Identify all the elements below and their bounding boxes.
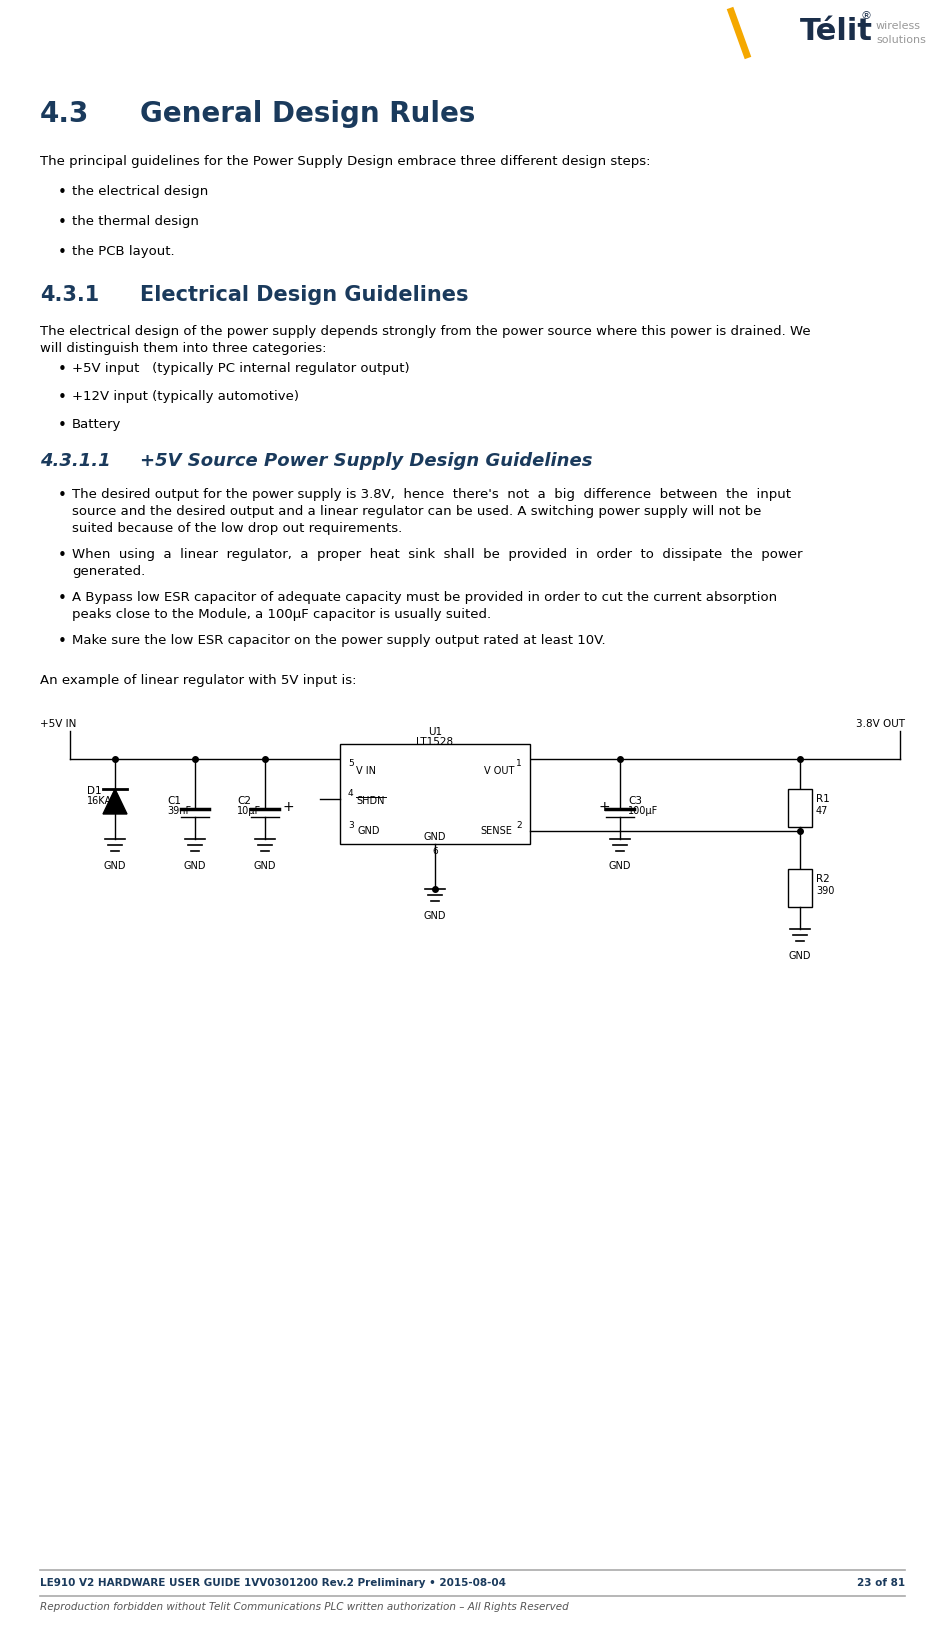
Text: GND: GND: [358, 825, 380, 835]
Text: 3.8V OUT: 3.8V OUT: [855, 719, 904, 729]
Text: 4.3.1.1: 4.3.1.1: [40, 451, 110, 469]
Text: •: •: [58, 185, 67, 200]
Text: 39nF: 39nF: [167, 806, 191, 816]
Text: R1: R1: [815, 794, 829, 804]
Text: wireless: wireless: [875, 21, 920, 31]
Text: 6: 6: [431, 847, 437, 855]
Text: V OUT: V OUT: [483, 766, 514, 776]
Bar: [787, 870, 811, 907]
Text: Make sure the low ESR capacitor on the power supply output rated at least 10V.: Make sure the low ESR capacitor on the p…: [72, 633, 605, 647]
Text: The desired output for the power supply is 3.8V,  hence  there's  not  a  big  d: The desired output for the power supply …: [72, 487, 790, 501]
Text: •: •: [58, 215, 67, 230]
Text: GND: GND: [423, 832, 446, 842]
Text: 4.3: 4.3: [40, 100, 90, 128]
Text: 47: 47: [815, 806, 828, 816]
Text: GND: GND: [183, 862, 206, 871]
Text: LE910 V2 HARDWARE USER GUIDE 1VV0301200 Rev.2 Preliminary • 2015-08-04: LE910 V2 HARDWARE USER GUIDE 1VV0301200 …: [40, 1579, 505, 1588]
Text: When  using  a  linear  regulator,  a  proper  heat  sink  shall  be  provided  : When using a linear regulator, a proper …: [72, 548, 801, 561]
Text: +5V input   (typically PC internal regulator output): +5V input (typically PC internal regulat…: [72, 363, 409, 376]
Text: the thermal design: the thermal design: [72, 215, 198, 228]
Text: U1: U1: [428, 727, 442, 737]
Text: •: •: [58, 487, 67, 504]
Text: Battery: Battery: [72, 418, 121, 432]
Polygon shape: [103, 789, 126, 814]
Text: •: •: [58, 391, 67, 405]
Text: +5V IN: +5V IN: [40, 719, 76, 729]
Text: GND: GND: [254, 862, 276, 871]
Text: GND: GND: [788, 952, 810, 962]
Text: suited because of the low drop out requirements.: suited because of the low drop out requi…: [72, 522, 402, 535]
Text: 3: 3: [347, 820, 353, 829]
Text: An example of linear regulator with 5V input is:: An example of linear regulator with 5V i…: [40, 674, 356, 688]
Text: solutions: solutions: [875, 34, 925, 44]
Text: •: •: [58, 245, 67, 259]
Text: •: •: [58, 633, 67, 648]
Text: The principal guidelines for the Power Supply Design embrace three different des: The principal guidelines for the Power S…: [40, 154, 649, 167]
Text: 2: 2: [515, 820, 521, 829]
Text: GND: GND: [104, 862, 126, 871]
Text: LT1528: LT1528: [416, 737, 453, 747]
Text: the electrical design: the electrical design: [72, 185, 208, 199]
Text: •: •: [58, 591, 67, 606]
Text: GND: GND: [608, 862, 631, 871]
Text: 1: 1: [515, 760, 521, 768]
Bar: [340, 743, 530, 843]
Text: •: •: [58, 418, 67, 433]
Text: 16KA: 16KA: [87, 796, 112, 806]
Text: 4: 4: [347, 789, 353, 799]
Text: 100μF: 100μF: [628, 806, 658, 816]
Text: Télit: Télit: [800, 18, 872, 46]
Text: C1: C1: [167, 796, 181, 806]
Text: +12V input (typically automotive): +12V input (typically automotive): [72, 391, 298, 404]
Text: Reproduction forbidden without Telit Communications PLC written authorization – : Reproduction forbidden without Telit Com…: [40, 1602, 568, 1611]
Text: will distinguish them into three categories:: will distinguish them into three categor…: [40, 341, 327, 354]
Text: 10μF: 10μF: [237, 806, 261, 816]
Text: D1: D1: [87, 786, 102, 796]
Text: peaks close to the Module, a 100μF capacitor is usually suited.: peaks close to the Module, a 100μF capac…: [72, 609, 491, 620]
Text: GND: GND: [423, 911, 446, 921]
Text: C3: C3: [628, 796, 641, 806]
Text: •: •: [58, 363, 67, 377]
Text: SENSE: SENSE: [480, 825, 512, 835]
Text: C2: C2: [237, 796, 251, 806]
Text: Electrical Design Guidelines: Electrical Design Guidelines: [140, 286, 468, 305]
Text: SHDN: SHDN: [356, 796, 384, 806]
Text: A Bypass low ESR capacitor of adequate capacity must be provided in order to cut: A Bypass low ESR capacitor of adequate c…: [72, 591, 776, 604]
Text: generated.: generated.: [72, 565, 145, 578]
Text: R2: R2: [815, 875, 829, 884]
Text: General Design Rules: General Design Rules: [140, 100, 475, 128]
Bar: [787, 789, 811, 827]
Text: 390: 390: [815, 886, 834, 896]
Text: the PCB layout.: the PCB layout.: [72, 245, 175, 258]
Text: 5: 5: [347, 760, 353, 768]
Text: •: •: [58, 548, 67, 563]
Text: 4.3.1: 4.3.1: [40, 286, 99, 305]
Text: ®: ®: [859, 11, 870, 21]
Text: +: +: [281, 801, 294, 814]
Text: +: +: [598, 801, 609, 814]
Text: V IN: V IN: [356, 766, 376, 776]
Text: The electrical design of the power supply depends strongly from the power source: The electrical design of the power suppl…: [40, 325, 810, 338]
Text: source and the desired output and a linear regulator can be used. A switching po: source and the desired output and a line…: [72, 505, 761, 519]
Text: +5V Source Power Supply Design Guidelines: +5V Source Power Supply Design Guideline…: [140, 451, 592, 469]
Text: 23 of 81: 23 of 81: [856, 1579, 904, 1588]
